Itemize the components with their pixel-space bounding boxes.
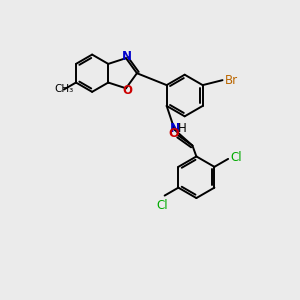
Text: N: N (122, 50, 132, 63)
Text: O: O (168, 127, 179, 140)
Text: CH₃: CH₃ (54, 85, 74, 94)
Text: H: H (178, 122, 187, 135)
Text: Br: Br (224, 74, 238, 87)
Text: Cl: Cl (230, 152, 242, 164)
Text: Cl: Cl (157, 199, 169, 212)
Text: O: O (122, 84, 132, 97)
Text: N: N (169, 122, 180, 135)
